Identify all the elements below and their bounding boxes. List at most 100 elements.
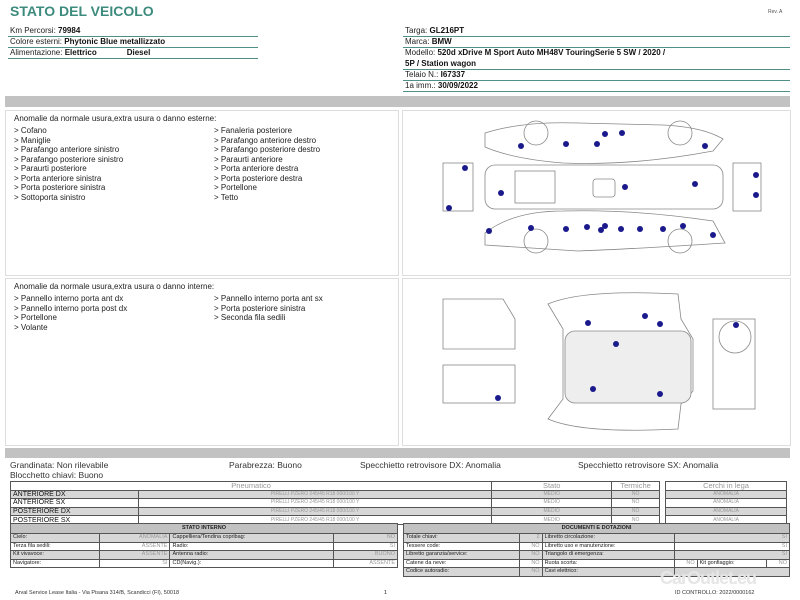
item-value: SI: [673, 541, 791, 552]
exterior-diagram: [402, 110, 791, 276]
tyre-model: PIRELLI PZERO 245/45 R18 000/100 Y: [137, 498, 493, 508]
plate-value: GL216PT: [429, 26, 465, 35]
documenti-row: Totale chiavi: 2 Libretto circolazione: SI: [403, 533, 791, 543]
key-lock-status: Blocchetto chiavi: Buono: [10, 470, 104, 480]
chassis-label: Telaio N.:: [405, 70, 439, 79]
mirror-dx-status: Specchietto retrovisore DX: Anomalia: [360, 460, 501, 470]
item-value: NO: [518, 567, 543, 577]
rims-table: Cerchi in lega ANOMALIA ANOMALIA ANOMALIA A…: [665, 481, 787, 525]
stato_interno-row: Kit vivavoce: ASSENTE Antenna radio: BUONO: [9, 550, 399, 560]
documenti-row: Catene da neve: NO Ruota scorta: NO Kit gonf…: [403, 558, 791, 569]
damage-item: > Fanaleria posteriore: [214, 126, 293, 135]
item-label: Cielo:: [9, 533, 101, 543]
footer-id: ID CONTROLLO: 2022/0000162: [675, 590, 755, 596]
model-value: 520d xDrive M Sport Auto MH48V TouringSe…: [437, 48, 666, 57]
rim-row: ANOMALIA: [665, 489, 787, 500]
damage-item: > Paraurti anteriore: [214, 154, 283, 164]
footer-company: Arval Service Lease Italia - Via Pisana …: [15, 590, 180, 596]
damage-item: > Parafango anteriore destro: [214, 135, 317, 145]
stato-interno-table: STATO INTERNO Cielo: ANOMALIA Cappelliera/…: [9, 523, 399, 569]
fuel-field: Alimentazione: Elettrico Diesel: [8, 48, 258, 59]
tyre-status: MEDIO: [491, 506, 613, 517]
km-label: Km Percorsi:: [10, 26, 56, 35]
damage-item: > Pannello interno porta ant dx: [14, 294, 124, 303]
item-value: ASSENTE: [332, 558, 399, 569]
item-label: Navigatore:: [9, 558, 101, 569]
stato_interno-row: Navigatore: SI CD(Navig.): ASSENTE: [9, 558, 399, 569]
item-value: NO: [518, 550, 543, 560]
watermark-logo: CarOutlet.eu: [660, 568, 757, 588]
item-label: Ruota scorta:: [541, 558, 675, 569]
damage-item: > Porta posteriore sinistra: [14, 183, 106, 192]
exterior-col-2: > Fanaleria posteriore > Parafango anteri…: [214, 126, 414, 202]
damage-item: > Parafango anteriore sinistro: [14, 145, 120, 154]
windshield-status: Parabrezza: Buono: [229, 460, 302, 470]
damage-markers: [495, 313, 739, 401]
item-label: Antenna radio:: [169, 550, 334, 560]
damage-item: > Pannello interno porta ant sx: [214, 294, 323, 303]
tyre-status: MEDIO: [491, 498, 613, 508]
damage-item: > Paraurti posteriore: [14, 164, 87, 173]
model-field: Modello: 520d xDrive M Sport Auto MH48V …: [403, 48, 790, 59]
tyre-winter: NO: [611, 498, 660, 508]
registration-label: 1a imm.:: [405, 81, 436, 90]
damage-item: > Parafango posteriore destro: [214, 145, 321, 154]
divider-bar-2: [5, 448, 790, 458]
item-label: Terza fila sedili:: [9, 541, 101, 552]
page-number: 1: [384, 590, 388, 596]
divider-bar: [5, 96, 790, 107]
status-header: Stato: [491, 481, 613, 491]
item-label: CD(Navig.):: [169, 558, 334, 569]
documenti-title: DOCUMENTI E DOTAZIONI: [403, 523, 790, 534]
stato_interno-row: Terza fila sedili: ASSENTE Radio: SI: [9, 541, 399, 552]
damage-item: > Maniglie: [14, 135, 51, 145]
model-field-cont: 5P / Station wagon: [403, 59, 790, 70]
mirror-sx-value: Anomalia: [682, 460, 719, 470]
damage-item: > Sottoporta sinistro: [14, 192, 86, 202]
car-exterior-diagram: [442, 120, 762, 254]
registration-field: 1a imm.: 30/09/2022: [403, 81, 790, 92]
tyre-model: PIRELLI PZERO 245/45 R18 000/100 Y: [137, 506, 493, 517]
item-value: ASSENTE: [99, 550, 171, 560]
item-value: 2: [518, 533, 543, 543]
km-field: Km Percorsi: 79984: [8, 26, 258, 37]
item-value: SI: [332, 541, 399, 552]
item-label: Radio:: [169, 541, 334, 552]
damage-item: > Cofano: [14, 126, 47, 135]
item-label: Kit gonfiaggio:: [696, 558, 767, 569]
brand-label: Marca:: [405, 37, 430, 46]
fuel-value-2: Diesel: [126, 48, 151, 57]
documenti-row: Libretto garanzia/service: NO Triangolo di…: [403, 550, 791, 560]
documenti-row: Codice autoradio: NO Cavi elettrico:: [403, 567, 791, 577]
item-label: Catene da neve:: [403, 558, 520, 569]
item-label: Cappelliera/Tendina copribag:: [169, 533, 334, 543]
item-value: NO: [673, 558, 698, 569]
km-value: 79984: [58, 26, 81, 35]
fuel-label: Alimentazione:: [10, 48, 63, 57]
interior-damage-list: Anomalie da normale usura,extra usura o …: [5, 278, 399, 446]
tyre-header: Pneumatico: [9, 481, 493, 491]
tyre-row: ANTERIORE DX PIRELLI PZERO 245/45 R18 000…: [10, 489, 660, 500]
registration-value: 30/09/2022: [437, 81, 478, 90]
page-title: STATO DEL VEICOLO: [10, 3, 154, 19]
tyres-table: Pneumatico Stato Termiche ANTERIORE DX PIRE…: [9, 481, 660, 525]
tyre-position: POSTERIORE DX: [10, 506, 139, 517]
revision-label: Rev. A: [768, 9, 783, 15]
item-value: BUONO: [332, 550, 399, 560]
damage-item: > Porta posteriore sinistra: [214, 303, 306, 313]
color-value: Phytonic Blue metallizzato: [64, 37, 166, 46]
mirror-dx-value: Anomalia: [465, 460, 501, 470]
item-value: NO: [765, 558, 791, 569]
tyre-row: ANTERIORE SX PIRELLI PZERO 245/45 R18 000…: [10, 498, 660, 508]
hail-status: Grandinata: Non rilevabile: [10, 460, 109, 470]
exterior-title: Anomalie da normale usura,extra usura o …: [14, 114, 217, 123]
winter-header: Termiche: [611, 481, 660, 491]
item-label: Codice autoradio:: [403, 567, 520, 577]
damage-item: > Seconda fila sedili: [214, 313, 286, 322]
item-value: NO: [332, 533, 399, 543]
item-value: SI: [673, 533, 791, 543]
exterior-damage-list: Anomalie da normale usura,extra usura o …: [5, 110, 399, 276]
item-label: Kit vivavoce:: [9, 550, 101, 560]
documenti-row: Tessere code: NO Libretto uso e manutenzio…: [403, 541, 791, 552]
rim-status: ANOMALIA: [665, 498, 787, 508]
